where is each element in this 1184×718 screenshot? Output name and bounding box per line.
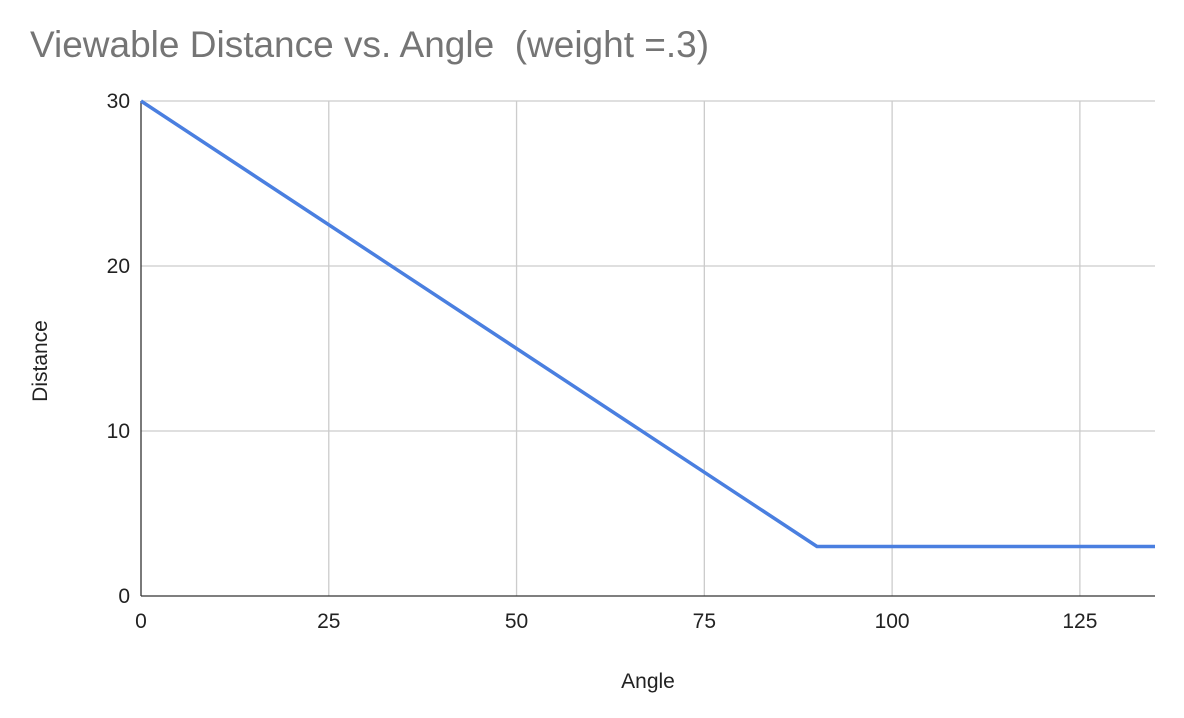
y-tick-label: 0 [118, 585, 130, 608]
x-axis-title: Angle [621, 670, 675, 693]
gridlines [141, 100, 1155, 596]
y-axis-title: Distance [29, 320, 52, 402]
y-tick-label: 30 [107, 90, 130, 113]
series-lines [140, 99, 1155, 549]
x-tick-label: 100 [875, 610, 910, 633]
y-tick-label: 20 [107, 255, 130, 278]
tick-labels: 0 10 20 30 0 25 50 75 100 125 [107, 90, 1098, 633]
axes [140, 101, 1155, 597]
x-tick-label: 0 [135, 610, 147, 633]
x-tick-label: 25 [317, 610, 340, 633]
x-tick-label: 75 [693, 610, 716, 633]
series-line [140, 99, 1155, 549]
x-tick-label: 125 [1062, 610, 1097, 633]
chart-title: Viewable Distance vs. Angle (weight =.3) [30, 24, 709, 65]
y-tick-label: 10 [107, 420, 130, 443]
x-tick-label: 50 [505, 610, 528, 633]
